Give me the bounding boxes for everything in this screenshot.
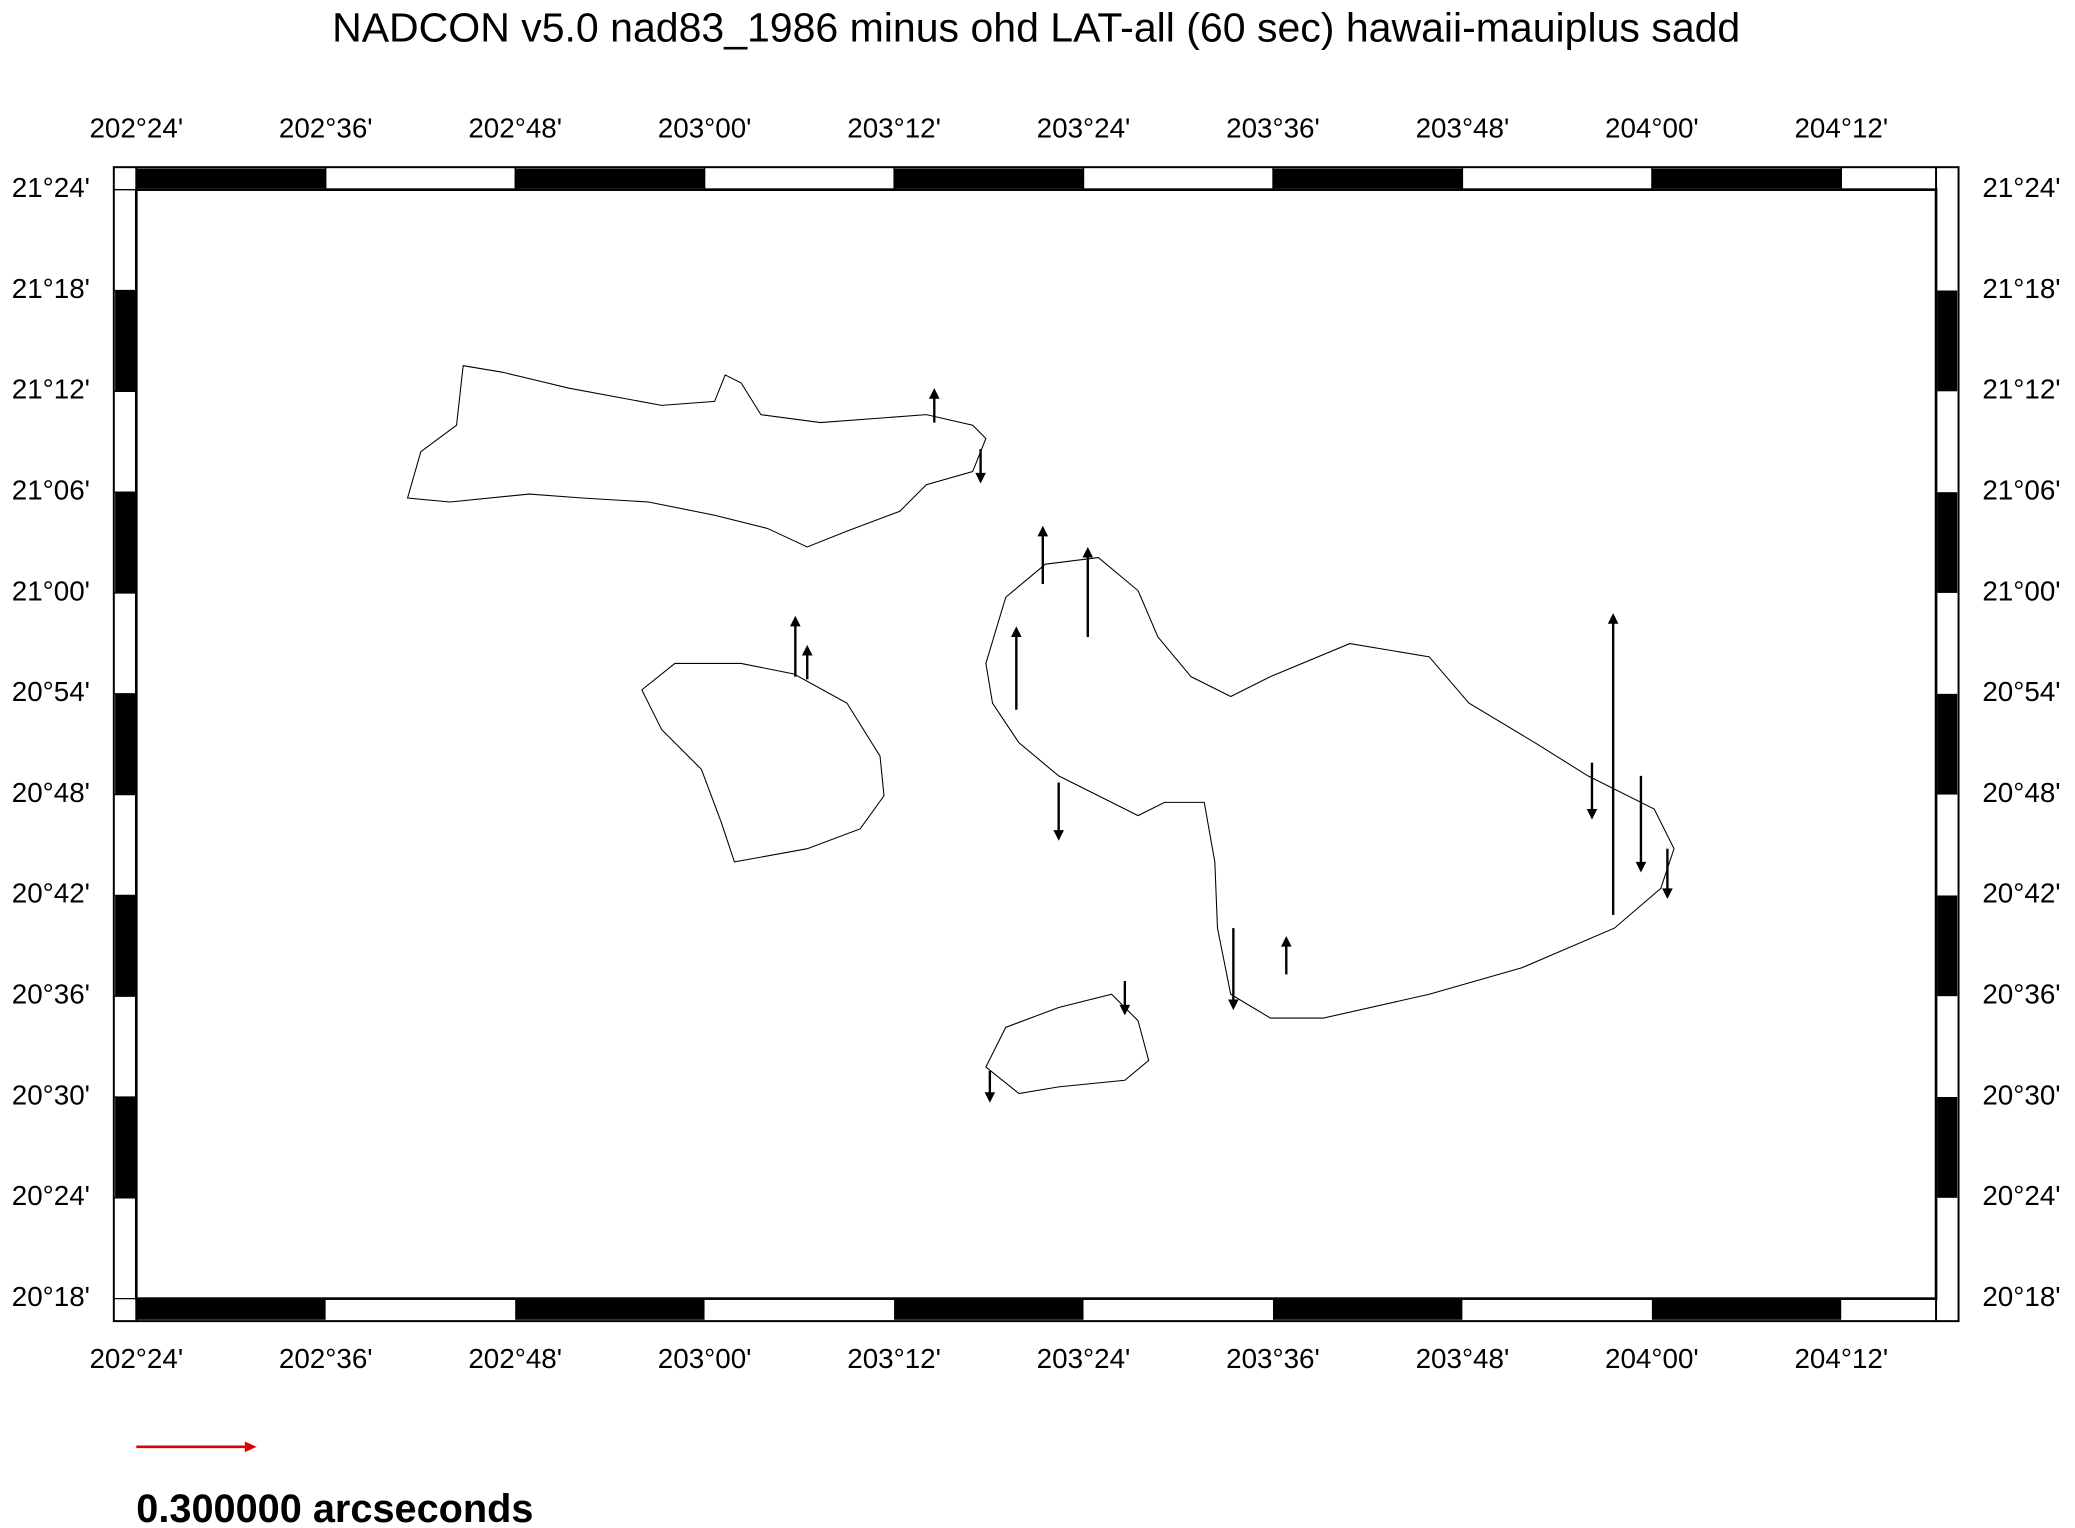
frame-bar [115, 592, 135, 694]
frame-bar [325, 1299, 516, 1320]
frame-bar [1937, 1197, 1958, 1299]
x-tick-label: 202°36' [279, 1343, 373, 1374]
y-tick-label: 20°54' [12, 676, 90, 707]
y-tick-label: 20°36' [12, 979, 90, 1010]
shift-vectors [790, 388, 1673, 1103]
reference-vector-head [244, 1441, 257, 1453]
x-tick-label: 203°48' [1416, 112, 1510, 143]
frame-bar [1841, 1299, 1937, 1320]
frame-bar [1651, 1299, 1842, 1320]
y-tick-label: 20°30' [12, 1079, 90, 1110]
frame-bar [115, 794, 135, 896]
y-tick-label: 20°18' [1982, 1281, 2060, 1312]
y-tick-label: 21°00' [1982, 575, 2060, 606]
y-tick-label: 21°12' [12, 374, 90, 405]
y-tick-label: 20°42' [12, 878, 90, 909]
frame-bar [1272, 168, 1463, 189]
frame-bar [1651, 168, 1842, 189]
frame-bar [325, 168, 516, 189]
frame-bar [1937, 794, 1958, 896]
frame-bar [115, 895, 135, 997]
frame-bar [515, 168, 705, 189]
x-tick-label: 203°48' [1416, 1343, 1510, 1374]
y-tick-label: 21°12' [1982, 374, 2060, 405]
x-tick-label: 204°12' [1794, 112, 1888, 143]
frame-bar [115, 1097, 135, 1198]
y-tick-label: 20°24' [12, 1180, 90, 1211]
y-tick-label: 20°36' [1982, 979, 2060, 1010]
frame-bar [1083, 1299, 1273, 1320]
x-tick-label: 203°00' [658, 1343, 752, 1374]
coastline-lanai [641, 662, 885, 863]
frame-bar [1937, 189, 1958, 291]
x-tick-label: 203°24' [1037, 1343, 1131, 1374]
frame-bar [115, 996, 135, 1098]
y-tick-label: 21°18' [1982, 273, 2060, 304]
x-tick-label: 204°00' [1605, 1343, 1699, 1374]
x-tick-label: 203°24' [1037, 112, 1131, 143]
coastline-maui [985, 557, 1675, 1019]
outer-frame [112, 166, 1960, 1323]
frame-bar [704, 168, 895, 189]
frame-bar [1272, 1299, 1463, 1320]
x-tick-label: 203°12' [847, 112, 941, 143]
frame-bar [515, 1299, 705, 1320]
y-tick-label: 21°06' [1982, 474, 2060, 505]
x-tick-label: 202°36' [279, 112, 373, 143]
frame-bar [1937, 693, 1958, 795]
frame-bar [1937, 592, 1958, 694]
y-tick-label: 20°30' [1982, 1079, 2060, 1110]
frame-bar [704, 1299, 895, 1320]
frame-bar [115, 492, 135, 593]
x-tick-label: 202°24' [89, 1343, 183, 1374]
map-frame [134, 188, 1938, 1300]
frame-bar [1937, 391, 1958, 493]
y-tick-label: 20°48' [12, 777, 90, 808]
frame-bar [136, 168, 326, 189]
frame-bar [136, 1299, 326, 1320]
frame-bar [115, 290, 135, 392]
frame-bar [1937, 492, 1958, 593]
frame-bar [115, 391, 135, 493]
frame-bar [1841, 168, 1937, 189]
x-tick-label: 203°36' [1226, 1343, 1320, 1374]
frame-bar [115, 1197, 135, 1299]
x-tick-label: 203°00' [658, 112, 752, 143]
x-tick-label: 203°12' [847, 1343, 941, 1374]
frame-bar [894, 1299, 1084, 1320]
x-tick-label: 202°24' [89, 112, 183, 143]
frame-bar [1083, 168, 1273, 189]
x-tick-label: 202°48' [468, 112, 562, 143]
reference-vector-label: 0.300000 arcseconds [136, 1487, 533, 1528]
frame-bar [1462, 1299, 1652, 1320]
coastline-molokai [406, 365, 987, 548]
y-tick-label: 20°42' [1982, 878, 2060, 909]
frame-bar [1937, 290, 1958, 392]
map-title: NADCON v5.0 nad83_1986 minus ohd LAT-all… [332, 5, 1740, 51]
y-tick-label: 21°18' [12, 273, 90, 304]
x-tick-label: 204°12' [1794, 1343, 1888, 1374]
x-tick-label: 204°00' [1605, 112, 1699, 143]
frame-bar [115, 189, 135, 291]
y-tick-label: 21°06' [12, 474, 90, 505]
y-tick-label: 21°24' [1982, 172, 2060, 203]
frame-bar [1462, 168, 1652, 189]
x-tick-label: 203°36' [1226, 112, 1320, 143]
y-tick-label: 20°18' [12, 1281, 90, 1312]
y-tick-label: 21°24' [12, 172, 90, 203]
y-tick-label: 20°54' [1982, 676, 2060, 707]
coastlines [406, 365, 1675, 1095]
frame-bar [1937, 1097, 1958, 1198]
frame-bar [115, 693, 135, 795]
coastline-kahoolawe [985, 993, 1150, 1095]
y-tick-label: 20°48' [1982, 777, 2060, 808]
frame-bar [1937, 895, 1958, 997]
frame-bar [894, 168, 1084, 189]
frame-bar [1937, 996, 1958, 1098]
y-tick-label: 20°24' [1982, 1180, 2060, 1211]
y-tick-label: 21°00' [12, 575, 90, 606]
x-tick-label: 202°48' [468, 1343, 562, 1374]
